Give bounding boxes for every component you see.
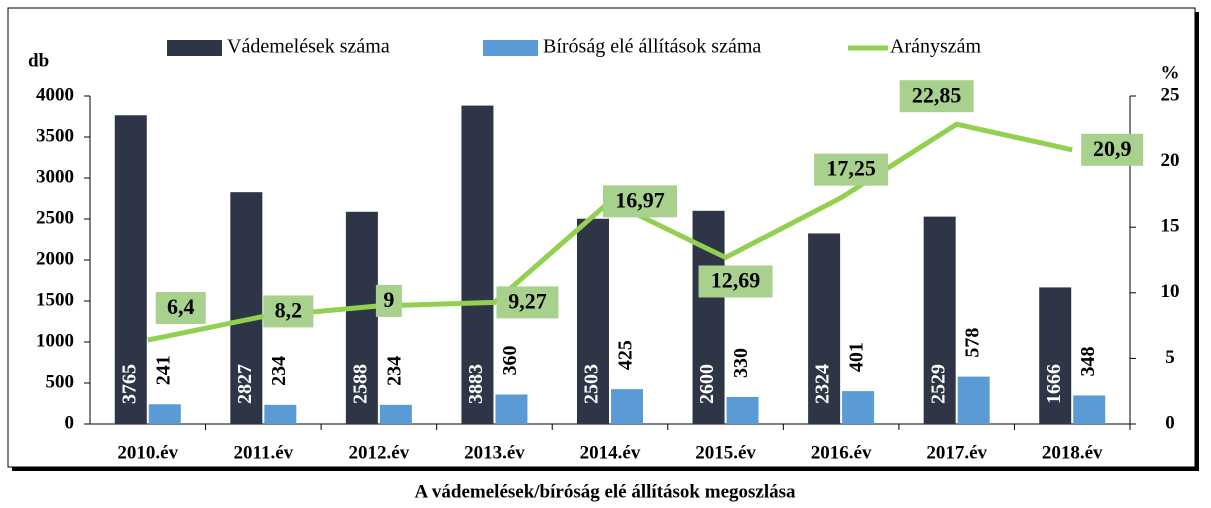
value-label-box	[375, 284, 402, 317]
bar-label: 3765	[118, 364, 140, 404]
y2-tick-label: 20	[1161, 150, 1180, 171]
bar	[230, 192, 263, 424]
y2-tick-label: 10	[1161, 281, 1180, 302]
y2-tick-label: 5	[1165, 347, 1175, 368]
value-label: 12,69	[711, 268, 761, 293]
bar	[114, 115, 147, 425]
bar-label: 234	[268, 356, 290, 386]
bar	[923, 216, 956, 424]
value-label: 16,97	[615, 187, 665, 212]
bar-label: 2503	[581, 364, 603, 404]
y-tick-label: 1500	[36, 289, 74, 310]
bar-label: 241	[152, 355, 174, 385]
x-tick-label: 2015.év	[695, 442, 756, 463]
value-label: 20,9	[1093, 136, 1132, 161]
bar	[957, 376, 990, 424]
value-label-box	[1081, 133, 1144, 166]
bar-label: 425	[615, 340, 637, 370]
x-tick-label: 2011.év	[234, 442, 294, 463]
x-tick-label: 2016.év	[811, 442, 872, 463]
bar	[379, 404, 412, 424]
value-label-box	[603, 185, 677, 218]
value-label-box	[496, 286, 559, 319]
y2-tick-label: 0	[1165, 412, 1175, 433]
y-tick-label: 4000	[36, 84, 74, 105]
legend-label: Vádemelések száma	[227, 36, 390, 58]
y-tick-label: 500	[46, 371, 75, 392]
value-label-box	[155, 292, 206, 325]
bar-label: 234	[383, 356, 405, 386]
legend-label: Arányszám	[890, 36, 982, 58]
legend-label: Bíróság elé állítások száma	[543, 36, 761, 58]
bar	[461, 105, 494, 425]
bar	[345, 211, 378, 424]
bar	[611, 389, 643, 424]
value-label-box	[899, 80, 974, 113]
bar	[808, 233, 841, 424]
bar-label: 1666	[1043, 364, 1065, 404]
value-label-box	[263, 295, 314, 328]
bar-label: 2600	[696, 364, 718, 404]
value-label: 8,2	[275, 297, 303, 322]
value-label: 9	[383, 287, 394, 312]
bar	[1039, 287, 1072, 424]
bar-label: 2827	[234, 364, 256, 404]
y-axis-label: db	[28, 50, 49, 71]
y-tick-label: 2500	[36, 207, 74, 228]
bar	[1073, 395, 1106, 424]
value-label: 17,25	[826, 156, 876, 181]
y2-tick-label: 15	[1161, 216, 1180, 237]
value-label: 22,85	[912, 82, 962, 107]
value-label: 6,4	[167, 294, 195, 319]
caption: A vádemelések/bíróság elé állítások mego…	[414, 481, 796, 502]
bar-label: 2588	[349, 364, 371, 404]
y-tick-label: 2000	[36, 248, 74, 269]
bar-label: 348	[1077, 346, 1099, 376]
x-tick-label: 2018.év	[1042, 442, 1103, 463]
legend-swatch	[483, 40, 538, 56]
bar	[842, 391, 875, 424]
x-tick-label: 2014.év	[580, 442, 641, 463]
y-tick-label: 3000	[36, 166, 74, 187]
bar	[495, 394, 528, 424]
x-tick-label: 2017.év	[926, 442, 987, 463]
y-tick-label: 3500	[36, 125, 74, 146]
value-label-box	[814, 153, 889, 186]
bar	[264, 404, 297, 424]
bar	[148, 404, 181, 424]
bar-label: 2324	[812, 364, 834, 404]
value-label: 9,27	[508, 288, 547, 313]
bar-label: 3883	[465, 364, 487, 404]
y2-tick-label: 25	[1161, 84, 1180, 105]
bar	[577, 218, 609, 424]
y2-axis-label: %	[1161, 62, 1180, 83]
y-tick-label: 1000	[36, 330, 74, 351]
x-tick-label: 2012.év	[349, 442, 410, 463]
bar-label: 360	[499, 345, 521, 375]
x-tick-label: 2013.év	[464, 442, 525, 463]
value-label-box	[698, 265, 773, 298]
bar-label: 401	[846, 342, 868, 372]
bar	[726, 396, 759, 424]
y-tick-label: 0	[65, 412, 75, 433]
bar-label: 578	[961, 328, 983, 358]
bar-label: 330	[730, 348, 752, 378]
x-tick-label: 2010.év	[117, 442, 178, 463]
legend-swatch	[167, 40, 222, 56]
bar-label: 2529	[927, 364, 949, 404]
